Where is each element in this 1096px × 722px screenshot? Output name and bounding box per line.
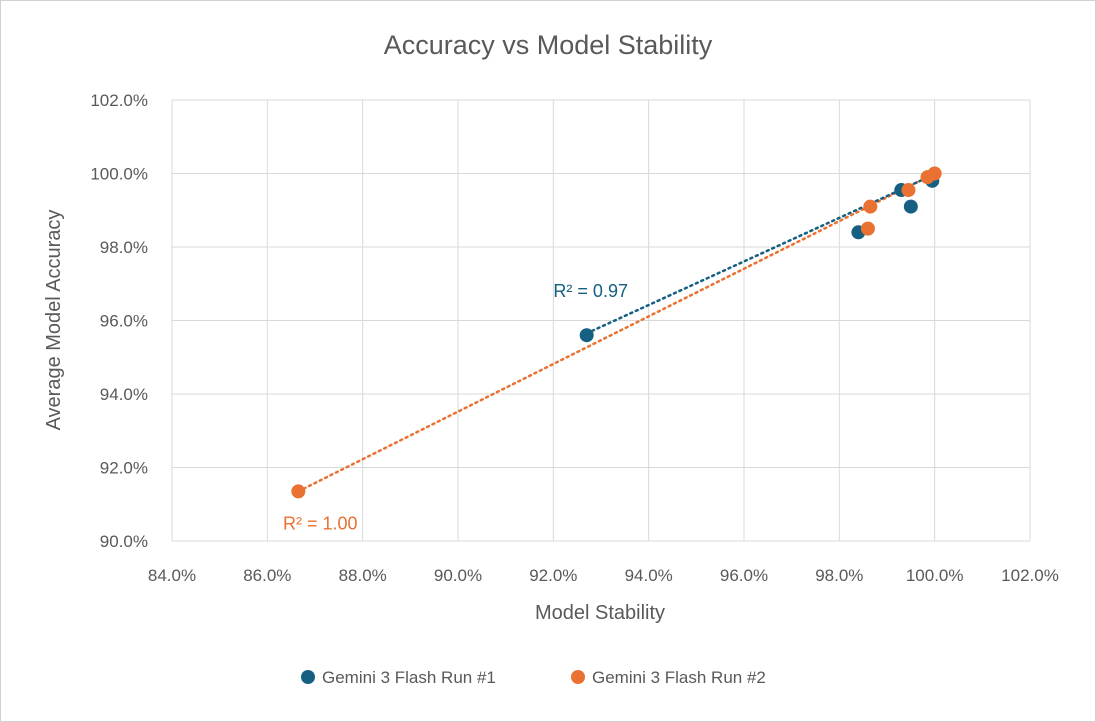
y-tick-label: 102.0% [90,91,148,110]
y-tick-label: 98.0% [100,238,148,257]
legend-item-series-2: Gemini 3 Flash Run #2 [571,668,766,687]
x-tick-label: 102.0% [1001,566,1059,585]
trendline-series-1 [585,174,934,335]
data-point-series-2 [927,166,942,181]
x-axis-title: Model Stability [535,602,665,624]
data-point-series-2 [863,199,878,214]
data-point-series-2 [860,221,875,236]
r-squared-labels: R² = 0.97 R² = 1.00 [283,281,628,533]
legend-marker [301,670,315,684]
legend: Gemini 3 Flash Run #1 Gemini 3 Flash Run … [301,668,766,687]
x-tick-label: 96.0% [720,566,768,585]
legend-label: Gemini 3 Flash Run #2 [592,668,766,687]
x-tick-label: 94.0% [625,566,673,585]
data-point-series-1 [579,328,594,343]
x-tick-label: 100.0% [906,566,964,585]
trendline-series-2 [297,172,936,493]
x-tick-label: 92.0% [529,566,577,585]
r2-label-series-1: R² = 0.97 [553,281,628,301]
data-point-series-2 [901,183,916,198]
y-axis-ticks: 90.0% 92.0% 94.0% 96.0% 98.0% 100.0% 102.0% [90,91,148,551]
legend-item-series-1: Gemini 3 Flash Run #1 [301,668,496,687]
y-tick-label: 100.0% [90,165,148,184]
y-tick-label: 94.0% [100,385,148,404]
x-tick-label: 90.0% [434,566,482,585]
x-tick-label: 98.0% [815,566,863,585]
r2-label-series-2: R² = 1.00 [283,513,358,533]
legend-label: Gemini 3 Flash Run #1 [322,668,496,687]
legend-marker [571,670,585,684]
x-tick-label: 88.0% [339,566,387,585]
chart-title: Accuracy vs Model Stability [384,30,713,60]
trendlines [297,172,936,493]
x-tick-label: 86.0% [243,566,291,585]
y-tick-label: 92.0% [100,459,148,478]
x-axis-ticks: 84.0% 86.0% 88.0% 90.0% 92.0% 94.0% 96.0% 98.0%… [148,566,1059,585]
x-tick-label: 84.0% [148,566,196,585]
y-tick-label: 90.0% [100,532,148,551]
gridlines [171,99,1031,542]
y-axis-title: Average Model Accuracy [43,210,65,431]
y-tick-label: 96.0% [100,312,148,331]
data-points [291,166,942,499]
data-point-series-2 [291,484,306,499]
data-point-series-1 [903,199,918,214]
